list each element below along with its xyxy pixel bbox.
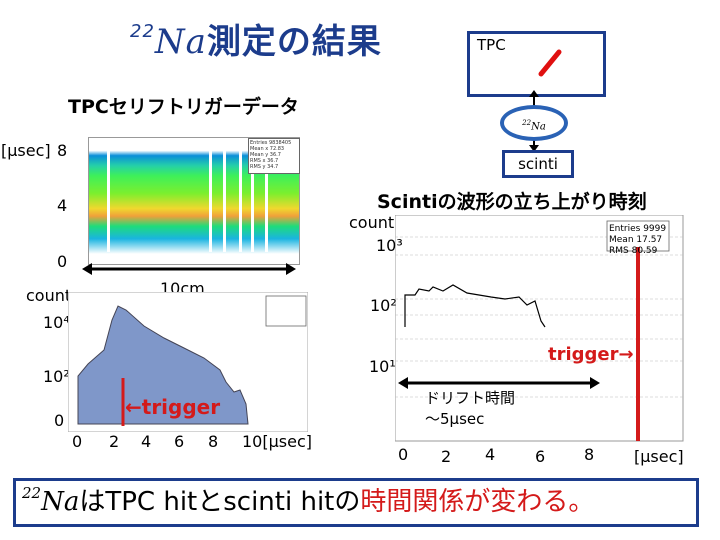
drift-arrow [398,377,600,389]
projection-ytick-10-4: 10⁴ [43,313,70,332]
projection-xtick-6: 6 [174,432,185,451]
projection-xtick-2: 2 [109,432,120,451]
scinti-xtick-6: 6 [535,447,546,466]
subtitle: TPCセリフトリガーデータ [68,96,299,118]
projection-xtick-4: 4 [141,432,152,451]
scinti-statbox: Entries 9999 Mean 17.57 RMS 80.59 [609,224,667,256]
page-title: 22Na測定の結果 [130,14,382,63]
heatmap-statbox: Entries 9838405 Mean x 72.83 Mean y 36.7… [248,138,300,174]
heatmap-ytick-4: 4 [57,196,68,215]
scinti-xtick-4: 4 [485,445,496,464]
projection-ylabel: count [26,286,72,305]
title-text: 測定の結果 [206,22,382,62]
conclusion-text: 22NaはTPC hitとscinti hitの時間関係が変わる。 [22,484,595,517]
projection-plot [68,292,308,432]
scinti-label: scinti [502,150,574,178]
scinti-trigger-label: trigger→ [548,344,634,365]
conclusion-box [13,478,699,527]
scinti-plot [395,215,684,442]
heatmap-ylabel: [μsec] [1,141,51,160]
scinti-ytick-10-2: 10² [370,296,397,315]
projection-trigger-label: ←trigger [125,395,221,419]
heatmap-ytick-0: 0 [57,252,68,271]
projection-ytick-10-2: 10² [43,367,70,386]
scinti-ytick-10-1: 10¹ [369,357,396,376]
detector-arrows [529,90,539,152]
na22-source: 22Na [500,105,568,141]
heatmap-ytick-8: 8 [57,141,68,160]
track-mark [538,49,562,77]
scinti-xtick-2: 2 [441,447,452,466]
title-isotope: Na [154,22,207,62]
scinti-xtick-unit: [μsec] [634,447,684,466]
projection-xtick-8: 8 [208,432,219,451]
scinti-xtick-8: 8 [584,445,595,464]
scinti-ylabel: count [349,213,395,232]
scale-arrow [82,263,296,275]
title-isotope-mass: 22 [130,21,155,42]
projection-ytick-0: 0 [54,411,65,430]
tpc-label: TPC [477,36,506,54]
scinti-xtick-0: 0 [398,445,409,464]
scinti-plot-title: Scintiの波形の立ち上がり時刻 [377,191,647,213]
scinti-ytick-10-3: 10³ [376,236,403,255]
heatmap-plot [88,137,300,265]
projection-xtick-0: 0 [72,432,83,451]
projection-xtick-10: 10[μsec] [242,432,312,451]
drift-time-label: ドリフト時間 ～5μsec [425,389,516,428]
